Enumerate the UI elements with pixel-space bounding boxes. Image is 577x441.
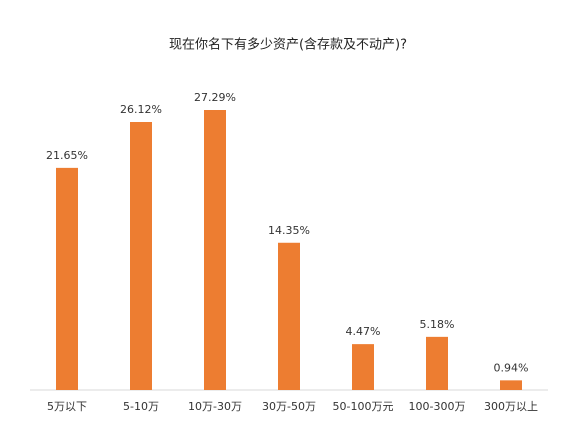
bar bbox=[278, 242, 300, 390]
value-label: 27.29% bbox=[194, 91, 236, 104]
bar bbox=[500, 380, 522, 390]
value-label: 14.35% bbox=[268, 224, 310, 237]
bar bbox=[204, 110, 226, 390]
x-tick-label: 300万以上 bbox=[484, 400, 538, 413]
bar bbox=[352, 344, 374, 390]
x-tick-label: 30万-50万 bbox=[262, 400, 316, 413]
bar bbox=[130, 122, 152, 390]
x-tick-label: 50-100万元 bbox=[333, 400, 394, 413]
x-tick-label: 5万以下 bbox=[47, 400, 87, 413]
value-label: 26.12% bbox=[120, 103, 162, 116]
x-tick-label: 100-300万 bbox=[409, 400, 466, 413]
x-tick-label: 5-10万 bbox=[123, 400, 159, 413]
bar bbox=[56, 167, 78, 390]
value-label: 21.65% bbox=[46, 149, 88, 162]
value-label: 0.94% bbox=[494, 361, 529, 374]
x-tick-label: 10万-30万 bbox=[188, 400, 242, 413]
chart-title: 现在你名下有多少资产(含存款及不动产)? bbox=[169, 37, 407, 53]
value-label: 4.47% bbox=[346, 325, 381, 338]
bar bbox=[426, 336, 448, 390]
value-label: 5.18% bbox=[420, 318, 455, 331]
